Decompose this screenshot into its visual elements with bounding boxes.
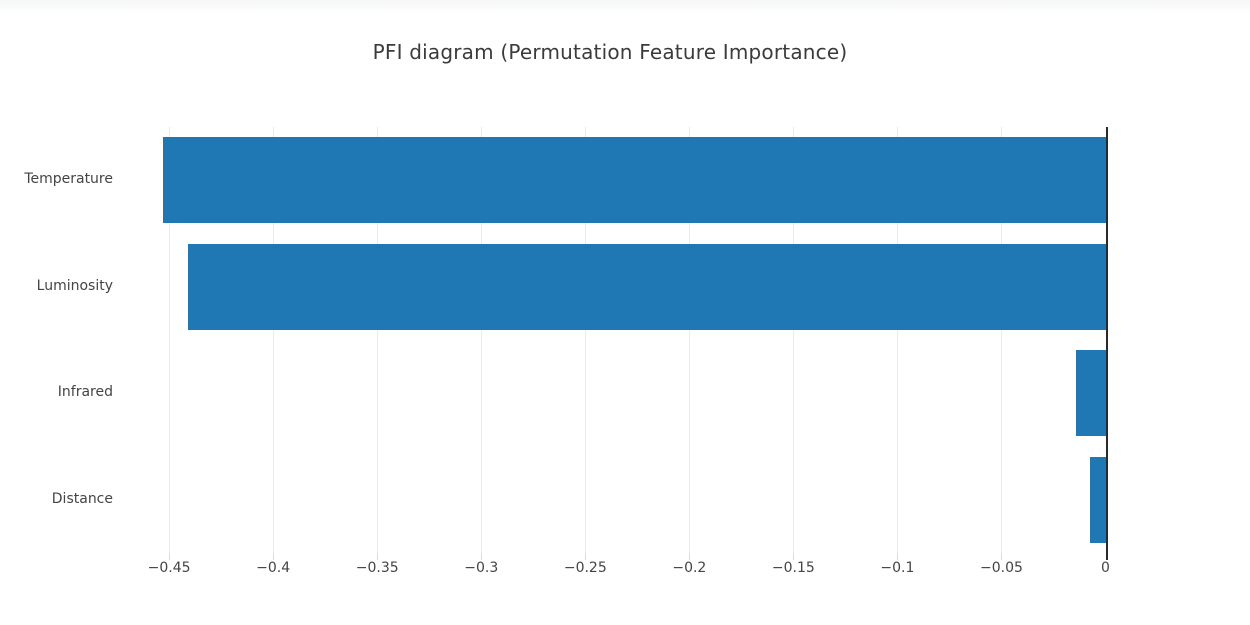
- gridline: [897, 127, 899, 553]
- gridline: [689, 127, 691, 553]
- x-tick-label: 0: [1101, 560, 1110, 576]
- x-tick-label: −0.3: [464, 560, 499, 576]
- x-tick-label: −0.35: [355, 560, 399, 576]
- category-label-distance: Distance: [51, 490, 113, 507]
- gridline: [169, 127, 171, 553]
- gridline: [377, 127, 379, 553]
- gridline: [273, 127, 275, 553]
- x-tick-mark: [689, 553, 691, 560]
- x-tick-label: −0.15: [771, 560, 815, 576]
- gridline: [585, 127, 587, 553]
- x-tick-mark: [273, 553, 275, 560]
- x-tick-mark: [481, 553, 483, 560]
- gridline: [1001, 127, 1003, 553]
- bar-distance[interactable]: [1089, 456, 1106, 543]
- plot-area: [140, 127, 1190, 560]
- x-tick-label: −0.2: [672, 560, 707, 576]
- x-tick-mark: [169, 553, 171, 560]
- x-tick-mark: [585, 553, 587, 560]
- x-tick-mark: [377, 553, 379, 560]
- x-tick-mark: [897, 553, 899, 560]
- category-label-luminosity: Luminosity: [36, 277, 113, 294]
- chart-title: PFI diagram (Permutation Feature Importa…: [372, 40, 848, 64]
- x-tick-label: −0.25: [563, 560, 607, 576]
- x-tick-mark: [793, 553, 795, 560]
- x-tick-mark: [1001, 553, 1003, 560]
- category-label-temperature: Temperature: [24, 171, 113, 188]
- zero-axis-line: [1105, 127, 1108, 560]
- x-tick-label: −0.05: [980, 560, 1023, 576]
- x-tick-label: −0.4: [256, 560, 291, 576]
- gridline: [481, 127, 483, 553]
- bar-temperature[interactable]: [162, 137, 1106, 224]
- x-tick-label: −0.1: [880, 560, 915, 576]
- page-top-fade: [0, 0, 1250, 14]
- gridline: [793, 127, 795, 553]
- bar-luminosity[interactable]: [187, 243, 1106, 330]
- category-label-infrared: Infrared: [57, 384, 113, 401]
- x-tick-label: −0.45: [147, 560, 191, 576]
- bar-infrared[interactable]: [1076, 350, 1106, 437]
